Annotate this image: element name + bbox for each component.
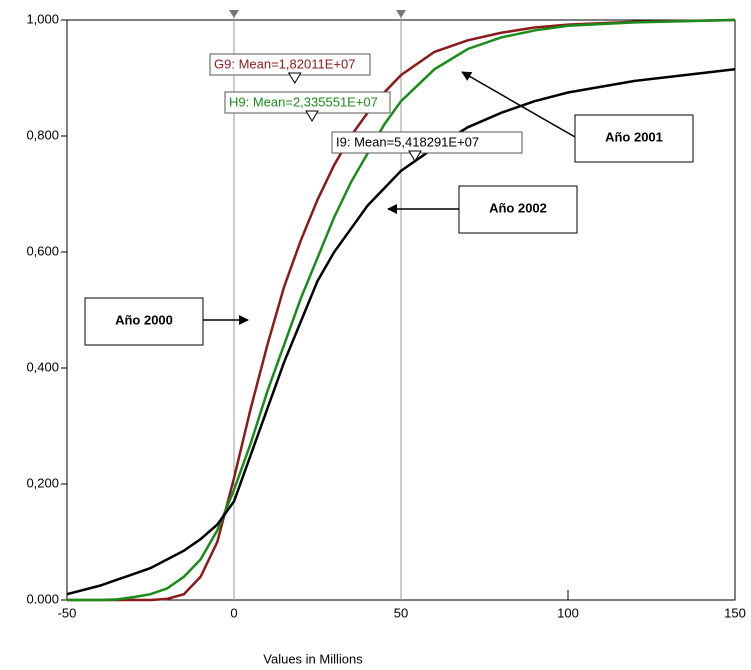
series-line	[66, 68, 736, 596]
y-tick-label: 0,600	[26, 243, 59, 258]
mean-marker	[287, 72, 302, 84]
y-tick-label: 0.000	[26, 591, 59, 606]
mean-marker	[408, 150, 422, 162]
x-tick-label: -50	[58, 605, 77, 620]
y-tick-label: 0,400	[26, 359, 59, 374]
mean-marker	[305, 110, 319, 122]
y-tick-label: 0,200	[26, 475, 59, 490]
x-tick-label: 0	[230, 605, 237, 620]
annotation-box	[458, 185, 578, 234]
x-tick-label: 150	[724, 605, 746, 620]
annotation-box	[574, 114, 694, 163]
mean-label: H9: Mean=2,335551E+07	[229, 94, 378, 109]
mean-label: I9: Mean=5,418291E+07	[336, 134, 479, 149]
annotation-label: Año 2002	[489, 200, 547, 215]
x-tick-label: 50	[394, 605, 408, 620]
annotation-box	[84, 297, 204, 346]
x-tick-label: 100	[557, 605, 579, 620]
mean-label: G9: Mean=1,82011E+07	[214, 56, 355, 71]
marker-triangle	[396, 10, 406, 18]
y-tick-label: 0,800	[26, 127, 59, 142]
series-line	[67, 18, 736, 602]
annotation-label: Año 2000	[115, 312, 173, 327]
annotation-label: Año 2001	[605, 129, 663, 144]
mean-label-box	[331, 131, 523, 154]
marker-triangle	[229, 10, 239, 18]
x-axis-label: Values in Millions	[263, 651, 363, 666]
y-tick-label: 1,000	[26, 11, 59, 26]
series-line	[67, 18, 736, 602]
annotation-arrow	[461, 71, 576, 138]
